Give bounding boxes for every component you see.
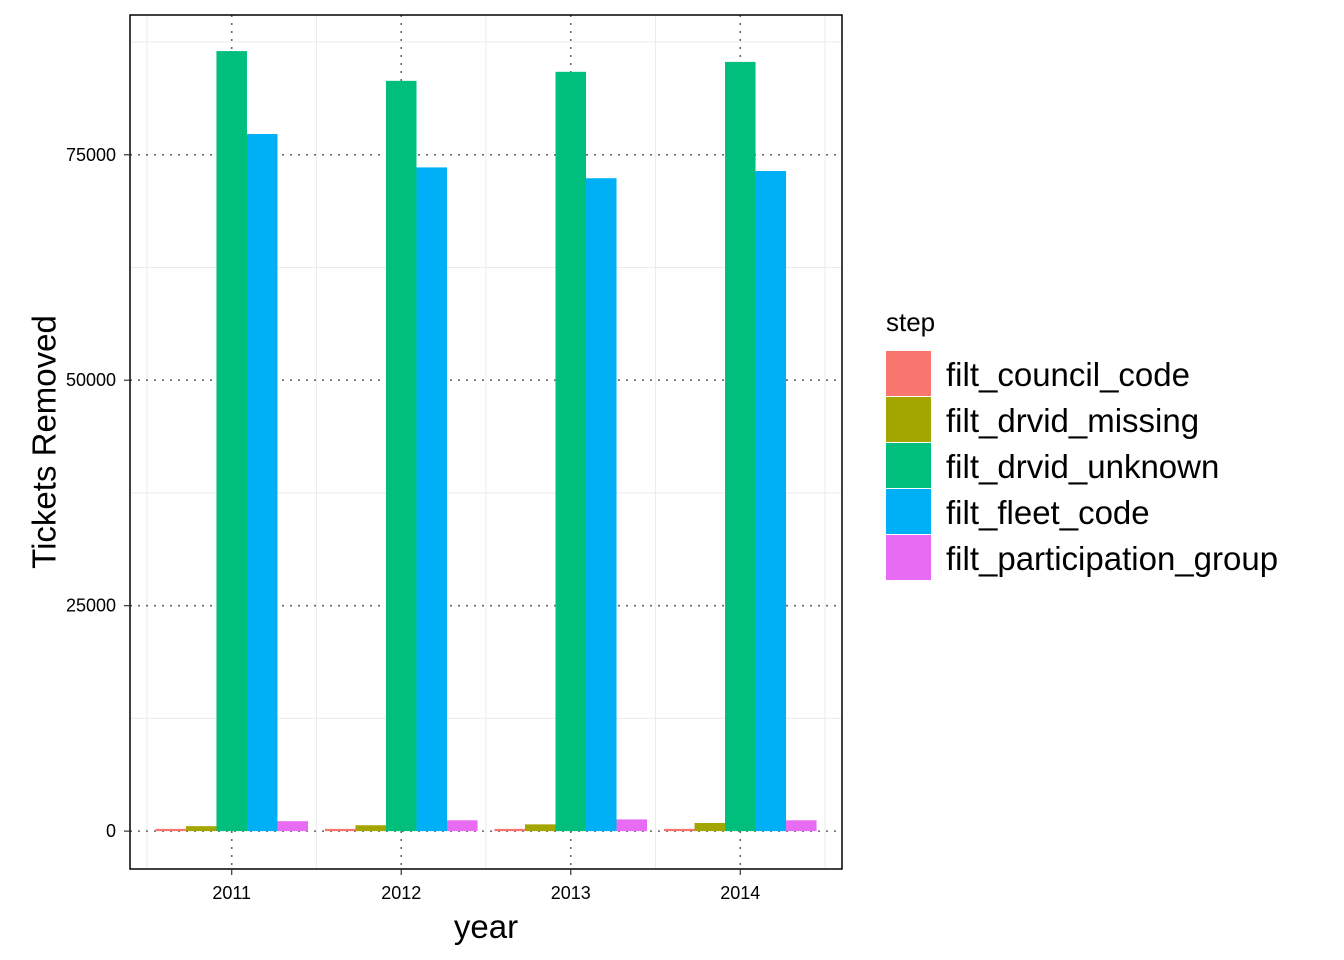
bar-filt_drvid_unknown-2011 bbox=[216, 51, 247, 832]
legend-title: step bbox=[886, 307, 935, 337]
x-axis-ticks: 2011 2012 2013 2014 bbox=[212, 869, 760, 903]
bar-filt_council_code-2014 bbox=[664, 828, 695, 832]
y-tick-label: 25000 bbox=[66, 596, 116, 616]
bar-filt_drvid_missing-2011 bbox=[185, 826, 217, 832]
plot-panel-border bbox=[129, 14, 843, 870]
bar-filt_participation_group-2013 bbox=[616, 819, 648, 832]
bar-filt_drvid_unknown-2012 bbox=[385, 80, 417, 832]
legend-key-filt_council_code bbox=[886, 351, 931, 396]
bar-filt_participation_group-2012 bbox=[447, 820, 478, 832]
bar-filt_drvid_missing-2012 bbox=[355, 825, 386, 832]
legend-key-filt_fleet_code bbox=[886, 489, 931, 534]
legend-key-filt_participation_group bbox=[886, 535, 931, 580]
y-tick-label: 50000 bbox=[66, 370, 116, 390]
y-tick-label: 75000 bbox=[66, 145, 116, 165]
bar-filt_drvid_unknown-2014 bbox=[725, 61, 756, 832]
y-axis-title: Tickets Removed bbox=[26, 315, 63, 569]
bar-filt_fleet_code-2014 bbox=[755, 171, 787, 832]
legend: step filt_council_code filt_drvid_missing… bbox=[886, 307, 1278, 580]
major-gridlines bbox=[130, 15, 842, 869]
y-tick-label: 0 bbox=[106, 821, 116, 841]
legend-key-filt_drvid_missing bbox=[886, 397, 931, 442]
bars bbox=[155, 51, 817, 832]
bar-filt_fleet_code-2012 bbox=[416, 167, 448, 832]
legend-label: filt_council_code bbox=[946, 356, 1190, 393]
x-axis-title: year bbox=[454, 908, 518, 945]
y-axis-ticks: 0 25000 50000 75000 bbox=[66, 145, 130, 841]
bar-filt_participation_group-2011 bbox=[277, 821, 308, 832]
legend-label: filt_participation_group bbox=[946, 540, 1278, 577]
bar-filt_drvid_missing-2013 bbox=[524, 824, 556, 832]
legend-label: filt_fleet_code bbox=[946, 494, 1150, 531]
x-tick-label: 2014 bbox=[720, 883, 760, 903]
bar-filt_council_code-2012 bbox=[324, 828, 356, 832]
bar-filt_drvid_unknown-2013 bbox=[555, 71, 587, 832]
bar-filt_drvid_missing-2014 bbox=[694, 823, 726, 832]
bar-filt_council_code-2013 bbox=[494, 828, 525, 832]
bar-filt_fleet_code-2013 bbox=[586, 178, 617, 832]
bar-filt_participation_group-2014 bbox=[786, 820, 817, 832]
legend-label: filt_drvid_missing bbox=[946, 402, 1199, 439]
legend-label: filt_drvid_unknown bbox=[946, 448, 1219, 485]
bar-filt_council_code-2011 bbox=[155, 828, 186, 832]
bar-filt_fleet_code-2011 bbox=[246, 134, 278, 832]
x-tick-label: 2013 bbox=[551, 883, 591, 903]
x-tick-label: 2011 bbox=[212, 883, 251, 903]
x-tick-label: 2012 bbox=[381, 883, 421, 903]
legend-key-filt_drvid_unknown bbox=[886, 443, 931, 488]
